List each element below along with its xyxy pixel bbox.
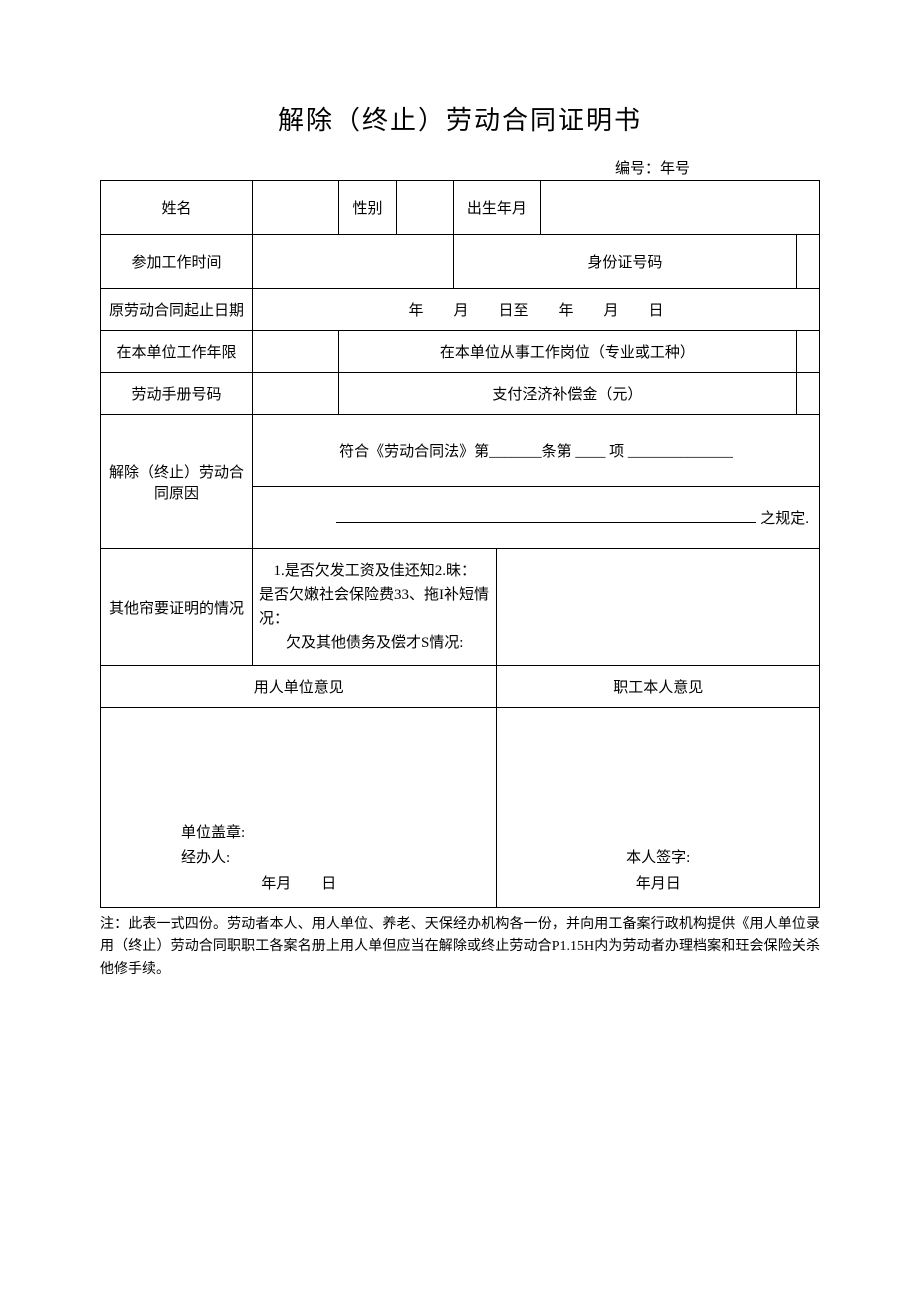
reason-line-1: 符合《劳动合同法》第_______条第 ____ 项 _____________… xyxy=(253,415,820,487)
form-table: 姓名 性别 出生年月 参加工作时间 身份证号码 原劳动合同起止日期 年 月 日至… xyxy=(100,180,820,908)
value-handbook xyxy=(253,373,339,415)
label-gender: 性别 xyxy=(339,181,397,235)
document-title: 解除（终止）劳动合同证明书 xyxy=(100,100,820,137)
label-work-start: 参加工作时间 xyxy=(101,235,253,289)
label-reason: 解除（终止）劳动合同原因 xyxy=(101,415,253,549)
value-contract-period: 年 月 日至 年 月 日 xyxy=(253,289,820,331)
label-years-at-unit: 在本单位工作年限 xyxy=(101,331,253,373)
reason-line-2: 之规定. xyxy=(253,487,820,549)
label-other: 其他帘要证明的情况 xyxy=(101,549,253,666)
value-id-number xyxy=(796,235,819,289)
reason-suffix: 之规定. xyxy=(760,511,809,527)
value-years-at-unit xyxy=(253,331,339,373)
value-position xyxy=(796,331,819,373)
serial-number-label: 编号：年号 xyxy=(100,157,820,178)
value-gender xyxy=(396,181,454,235)
other-blank xyxy=(497,549,820,666)
label-employee-opinion: 职工本人意见 xyxy=(497,666,820,708)
label-employer-opinion: 用人单位意见 xyxy=(101,666,497,708)
value-birth xyxy=(540,181,819,235)
employer-opinion-body: 单位盖章: 经办人: 年月 日 xyxy=(101,708,497,908)
employee-opinion-body: 本人签字: 年月日 xyxy=(497,708,820,908)
footnote: 注：此表一式四份。劳动者本人、用人单位、养老、天保经办机构各一份，并向用工备案行… xyxy=(100,914,820,981)
value-compensation xyxy=(796,373,819,415)
value-name xyxy=(253,181,339,235)
label-birth: 出生年月 xyxy=(454,181,540,235)
label-id-number: 身份证号码 xyxy=(454,235,796,289)
other-content: 1.是否欠发工资及佳还知2.昧： 是否欠嫩社会保险费33、拖I补短情况： 欠及其… xyxy=(253,549,497,666)
value-work-start xyxy=(253,235,454,289)
label-compensation: 支付泾济补偿金（元） xyxy=(339,373,796,415)
label-contract-period: 原劳动合同起止日期 xyxy=(101,289,253,331)
label-handbook: 劳动手册号码 xyxy=(101,373,253,415)
label-name: 姓名 xyxy=(101,181,253,235)
label-position: 在本单位从事工作岗位（专业或工种） xyxy=(339,331,796,373)
